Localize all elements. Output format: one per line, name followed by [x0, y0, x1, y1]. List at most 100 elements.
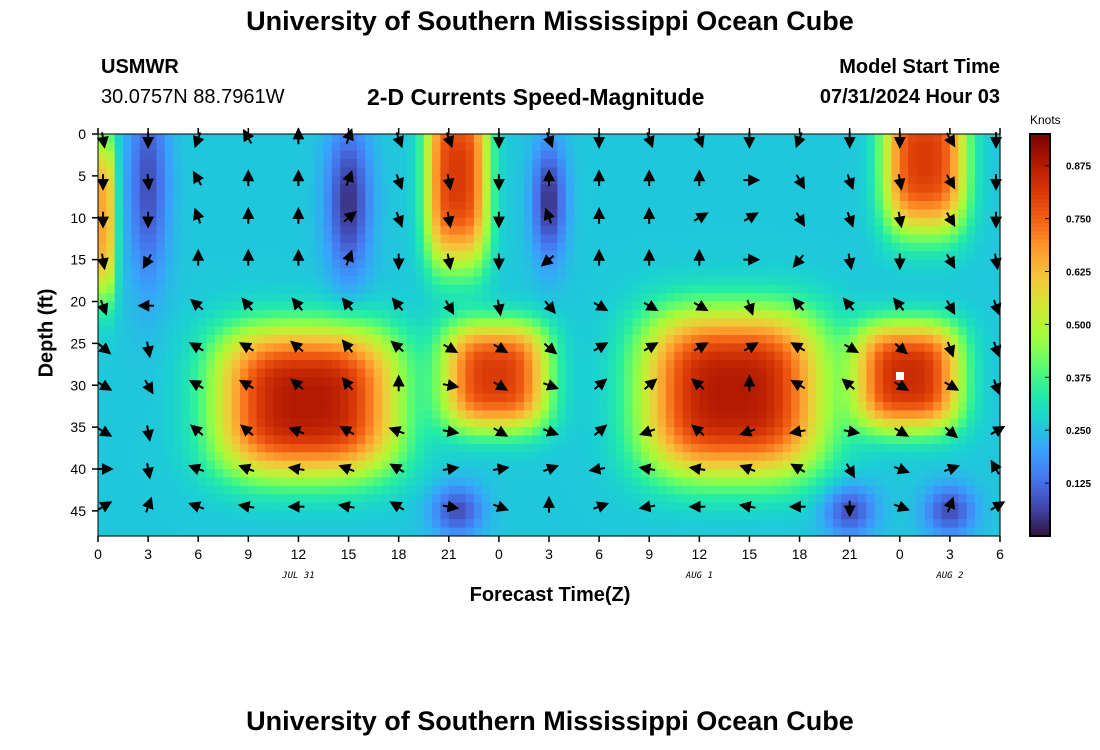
- heatmap-cell: [365, 494, 375, 504]
- heatmap-cell: [549, 284, 558, 294]
- heatmap-cell: [799, 360, 809, 370]
- heatmap-cell: [607, 234, 617, 244]
- heatmap-cell: [657, 201, 667, 210]
- heatmap-cell: [331, 351, 341, 361]
- heatmap-cell: [582, 251, 592, 261]
- heatmap-cell: [473, 301, 483, 311]
- heatmap-cell: [248, 410, 258, 420]
- heatmap-cell: [799, 427, 809, 437]
- heatmap-cell: [123, 452, 133, 462]
- heatmap-cell: [816, 502, 826, 512]
- heatmap-cell: [858, 150, 867, 160]
- heatmap-cell: [415, 293, 425, 303]
- heatmap-cell: [557, 469, 567, 478]
- heatmap-cell: [574, 159, 584, 169]
- heatmap-cell: [799, 469, 809, 478]
- heatmap-cell: [824, 201, 834, 210]
- heatmap-cell: [682, 293, 692, 303]
- heatmap-cell: [908, 184, 918, 194]
- heatmap-cell: [858, 452, 867, 462]
- heatmap-cell: [774, 368, 784, 378]
- heatmap-cell: [198, 217, 208, 227]
- heatmap-cell: [423, 469, 433, 478]
- heatmap-cell: [256, 376, 266, 386]
- heatmap-cell: [824, 134, 834, 143]
- heatmap-cell: [331, 410, 341, 420]
- heatmap-cell: [716, 494, 725, 504]
- heatmap-cell: [123, 494, 133, 504]
- heatmap-cell: [599, 443, 609, 453]
- heatmap-cell: [766, 343, 776, 353]
- heatmap-cell: [624, 443, 634, 453]
- heatmap-cell: [665, 175, 675, 185]
- heatmap-cell: [849, 510, 859, 520]
- heatmap-cell: [824, 435, 834, 445]
- heatmap-cell: [148, 477, 158, 487]
- heatmap-cell: [974, 335, 984, 344]
- heatmap-cell: [966, 427, 976, 437]
- heatmap-cell: [615, 293, 625, 303]
- heatmap-cell: [732, 226, 742, 236]
- heatmap-cell: [574, 485, 584, 495]
- heatmap-cell: [164, 502, 174, 512]
- heatmap-cell: [983, 335, 993, 344]
- heatmap-cell: [415, 175, 425, 185]
- heatmap-cell: [966, 142, 976, 152]
- heatmap-cell: [98, 410, 107, 420]
- heatmap-cell: [407, 351, 416, 361]
- heatmap-cell: [189, 326, 199, 336]
- heatmap-cell: [774, 217, 784, 227]
- heatmap-cell: [415, 226, 425, 236]
- heatmap-cell: [874, 159, 884, 169]
- heatmap-cell: [899, 242, 909, 252]
- heatmap-cell: [924, 418, 934, 428]
- heatmap-cell: [816, 427, 826, 437]
- heatmap-cell: [908, 309, 918, 319]
- heatmap-cell: [958, 226, 968, 236]
- heatmap-cell: [298, 469, 308, 478]
- heatmap-cell: [206, 452, 216, 462]
- heatmap-cell: [732, 494, 742, 504]
- heatmap-cell: [515, 259, 525, 269]
- heatmap-cell: [866, 510, 876, 520]
- heatmap-cell: [565, 510, 575, 520]
- heatmap-cell: [265, 142, 274, 152]
- heatmap-cell: [248, 385, 258, 395]
- heatmap-cell: [699, 175, 709, 185]
- heatmap-cell: [306, 485, 316, 495]
- heatmap-cell: [757, 410, 767, 420]
- heatmap-cell: [365, 150, 375, 160]
- heatmap-cell: [757, 418, 767, 428]
- heatmap-cell: [599, 251, 609, 261]
- heatmap-cell: [590, 184, 600, 194]
- heatmap-cell: [549, 209, 558, 219]
- heatmap-cell: [331, 175, 341, 185]
- heatmap-cell: [716, 309, 725, 319]
- heatmap-cell: [749, 284, 759, 294]
- heatmap-cell: [273, 167, 283, 177]
- heatmap-cell: [657, 435, 667, 445]
- heatmap-cell: [415, 360, 425, 370]
- heatmap-cell: [607, 510, 617, 520]
- heatmap-cell: [106, 209, 116, 219]
- heatmap-cell: [966, 192, 976, 202]
- heatmap-cell: [164, 276, 174, 286]
- heatmap-cell: [265, 376, 274, 386]
- heatmap-cell: [482, 184, 492, 194]
- heatmap-cell: [832, 351, 842, 361]
- heatmap-cell: [448, 410, 458, 420]
- heatmap-cell: [206, 318, 216, 328]
- heatmap-cell: [933, 242, 943, 252]
- heatmap-cell: [574, 477, 584, 487]
- heatmap-cell: [457, 318, 467, 328]
- heatmap-cell: [390, 360, 400, 370]
- heatmap-cell: [373, 510, 383, 520]
- heatmap-cell: [490, 452, 500, 462]
- heatmap-cell: [231, 410, 241, 420]
- heatmap-cell: [248, 452, 258, 462]
- heatmap-cell: [156, 485, 166, 495]
- heatmap-cell: [682, 502, 692, 512]
- heatmap-cell: [974, 226, 984, 236]
- heatmap-cell: [983, 385, 993, 395]
- heatmap-cell: [908, 175, 918, 185]
